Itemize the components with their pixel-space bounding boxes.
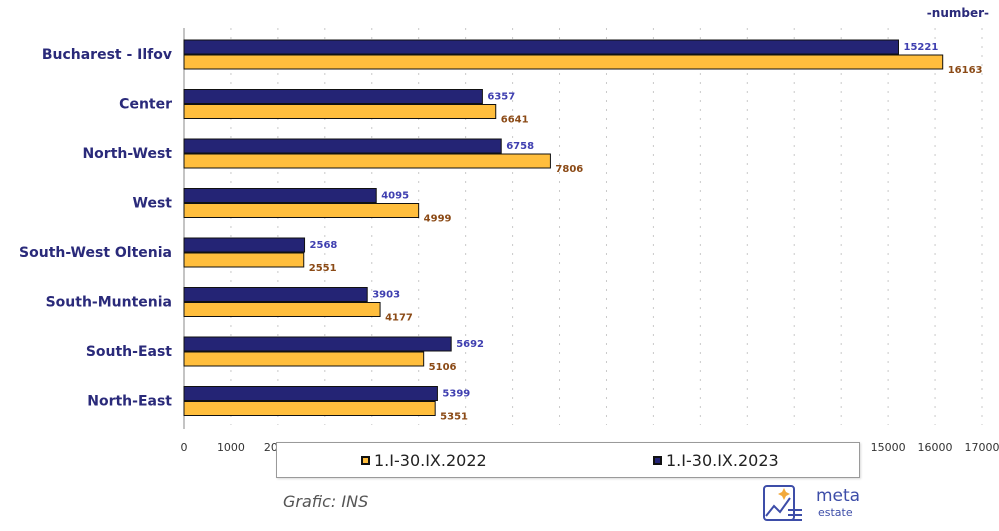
category-label: Center [119,97,172,113]
legend-item-2023: 1.I-30.IX.2023 [653,451,779,470]
unit-label: -number- [927,6,989,20]
data-label-2023: 6357 [487,92,515,103]
data-label-2022: 16163 [948,65,983,76]
legend-item-2022: 1.I-30.IX.2022 [361,451,487,470]
x-tick-label: 17000 [965,441,999,454]
bar-2023 [184,387,437,401]
data-label-2022: 4177 [385,313,413,324]
bar-2022 [184,303,380,317]
data-label-2022: 7806 [555,164,583,175]
x-tick-label: 16000 [918,441,953,454]
bar-2023 [184,288,367,302]
bar-2023 [184,40,898,54]
data-label-2023: 4095 [381,191,409,202]
category-label: South-Muntenia [46,295,172,311]
logo-text-meta: meta [816,486,860,506]
data-label-2023: 5692 [456,339,484,350]
legend: 1.I-30.IX.2022 1.I-30.IX.2023 [276,442,860,478]
x-tick-label: 1000 [217,441,245,454]
x-tick-label: 15000 [871,441,906,454]
category-label: South-East [86,344,172,360]
bar-2023 [184,238,305,252]
bar-2022 [184,55,943,69]
bar-2022 [184,154,550,168]
x-tick-label: 0 [181,441,188,454]
category-label: North-West [82,146,172,162]
bar-2022 [184,402,435,416]
bar-2022 [184,204,419,218]
category-label: Bucharest - Ilfov [42,47,172,63]
data-label-2023: 2568 [310,240,338,251]
bar-2023 [184,90,482,104]
legend-label-2023: 1.I-30.IX.2023 [666,451,779,470]
data-label-2023: 6758 [506,141,534,152]
data-label-2022: 2551 [309,263,337,274]
bar-2022 [184,253,304,267]
legend-swatch-2023 [653,456,662,465]
data-label-2022: 6641 [501,115,529,126]
bar-2022 [184,352,424,366]
category-label: North-East [87,394,172,410]
data-label-2022: 4999 [424,214,452,225]
source-label: Grafic: INS [283,492,368,511]
logo-icon [760,484,812,524]
bar-2023 [184,189,376,203]
bar-2022 [184,105,496,119]
legend-label-2022: 1.I-30.IX.2022 [374,451,487,470]
meta-estate-logo: meta estate [760,484,870,524]
category-label: West [133,196,173,212]
legend-swatch-2022 [361,456,370,465]
logo-text-estate: estate [818,506,853,519]
data-label-2023: 15221 [903,42,938,53]
data-label-2023: 3903 [372,290,400,301]
bar-2023 [184,139,501,153]
data-label-2022: 5351 [440,412,468,423]
data-label-2022: 5106 [429,362,457,373]
data-label-2023: 5399 [442,389,470,400]
bar-2023 [184,337,451,351]
category-label: South-West Oltenia [19,245,172,261]
